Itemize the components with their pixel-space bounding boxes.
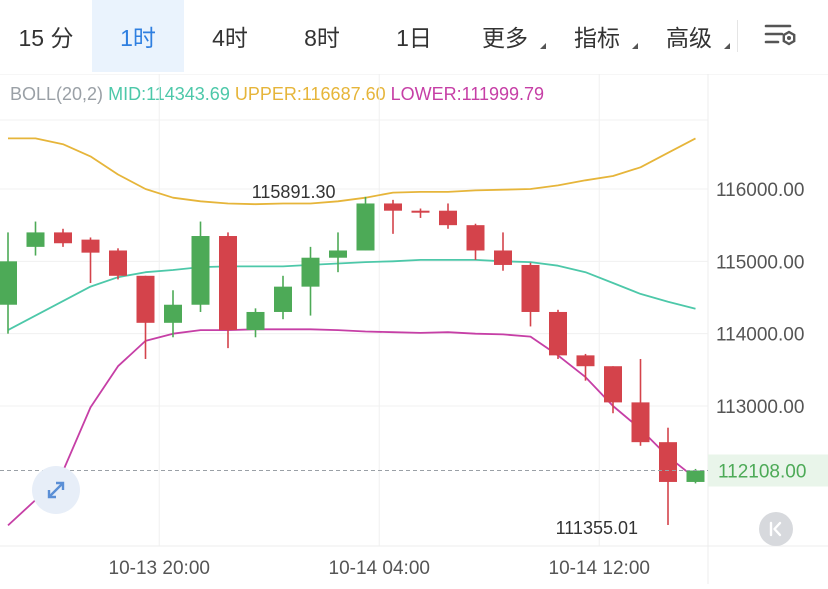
legend-upper: UPPER:116687.60	[234, 84, 386, 104]
legend-lower: LOWER:111999.79	[390, 84, 545, 104]
chart-canvas: 116000.00 115000.00 114000.00 113000.00 10-1…	[0, 73, 828, 584]
x-tick-label: 10-14 04:00	[329, 558, 430, 579]
expand-arrows-icon	[47, 481, 65, 499]
tab-label: 8时	[304, 25, 340, 51]
candle-body	[356, 203, 375, 251]
tab-4h[interactable]: 4时	[184, 0, 276, 72]
candle-body	[136, 275, 155, 323]
tab-label: 1日	[396, 25, 432, 51]
candle-body	[0, 261, 17, 305]
tab-1d[interactable]: 1日	[368, 0, 460, 72]
tab-8h[interactable]: 8时	[276, 0, 368, 72]
legend-mid: MID:114343.69	[108, 84, 230, 104]
candle-body	[54, 232, 72, 244]
boll-upper-line	[8, 137, 696, 206]
current-price-label: 112108.00	[718, 462, 806, 483]
candle-body	[191, 236, 210, 305]
candle-body	[521, 264, 540, 312]
candle-body	[576, 355, 595, 367]
tab-label: 15 分	[18, 25, 74, 51]
dropdown-caret-icon	[540, 43, 546, 49]
dropdown-caret-icon	[632, 43, 638, 49]
tab-label: 高级	[666, 25, 712, 51]
expand-chart-button[interactable]	[32, 466, 80, 514]
tab-label: 1时	[120, 25, 156, 51]
tab-15min[interactable]: 15 分	[0, 0, 92, 72]
candle-body	[164, 304, 182, 323]
x-tick-label: 10-14 12:00	[549, 558, 650, 579]
tab-advanced[interactable]: 高级	[644, 0, 734, 72]
dropdown-caret-icon	[724, 43, 730, 49]
x-tick-label: 10-13 20:00	[109, 558, 210, 579]
tab-1h[interactable]: 1时	[92, 0, 184, 72]
candle-body	[301, 257, 320, 287]
candle-body	[26, 232, 45, 247]
candlestick-chart[interactable]: 116000.00 115000.00 114000.00 113000.00 10-1…	[0, 73, 828, 584]
candle-body	[384, 203, 402, 211]
y-tick-label: 114000.00	[716, 325, 804, 346]
high-price-annotation: 115891.30	[252, 182, 336, 202]
jump-to-latest-icon	[769, 521, 782, 537]
current-price-tag-bg	[708, 454, 828, 487]
candle-body	[659, 442, 677, 482]
candle-body	[329, 250, 347, 258]
jump-to-latest-button[interactable]	[759, 512, 793, 546]
candle-body	[109, 250, 127, 276]
candle-body	[81, 239, 100, 253]
candle-body	[411, 210, 430, 213]
candle-body	[439, 210, 457, 226]
y-tick-label: 115000.00	[716, 252, 804, 273]
tab-more[interactable]: 更多	[460, 0, 550, 72]
low-price-annotation: 111355.01	[556, 518, 638, 538]
tab-label: 指标	[574, 25, 620, 51]
tab-divider	[737, 20, 738, 52]
candle-body	[494, 250, 512, 265]
candle-body	[219, 236, 237, 331]
candle-body	[604, 366, 622, 403]
boll-legend: BOLL(20,2) MID:114343.69 UPPER:116687.60…	[10, 84, 544, 105]
tab-label: 更多	[482, 25, 528, 51]
boll-mid-line	[7, 258, 696, 331]
candle-body	[549, 311, 567, 356]
y-tick-label: 116000.00	[716, 180, 804, 201]
tab-indicators[interactable]: 指标	[552, 0, 642, 72]
candle-body	[274, 286, 292, 312]
boll-lower-line	[7, 328, 697, 527]
candle-body	[686, 470, 705, 482]
candle-body	[246, 311, 265, 331]
candle-body	[466, 225, 485, 251]
tab-label: 4时	[212, 25, 248, 51]
timeframe-tabbar: 15 分 1时 4时 8时 1日 更多 指标 高级	[0, 0, 828, 74]
candle-body	[631, 402, 650, 443]
chart-settings-icon[interactable]	[760, 18, 800, 54]
y-tick-label: 113000.00	[716, 397, 804, 418]
legend-indicator-name: BOLL(20,2)	[10, 84, 104, 104]
